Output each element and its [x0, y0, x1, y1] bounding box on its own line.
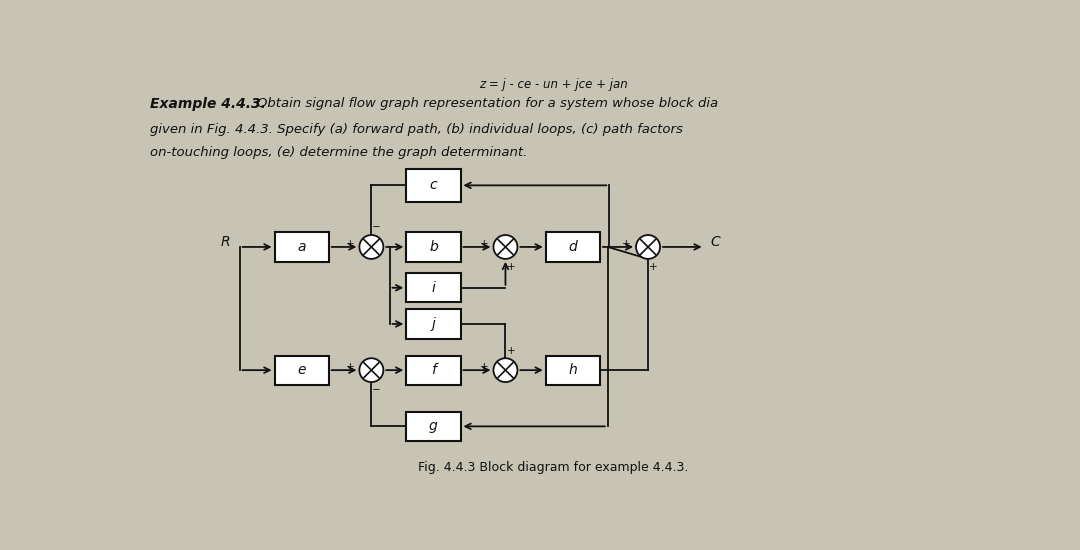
- Text: f: f: [431, 363, 436, 377]
- Text: +: +: [507, 345, 515, 355]
- Circle shape: [494, 235, 517, 259]
- Text: +: +: [480, 362, 488, 372]
- Bar: [406, 355, 460, 385]
- Text: −: −: [372, 385, 380, 395]
- Text: d: d: [568, 240, 577, 254]
- Text: e: e: [297, 363, 306, 377]
- Bar: [545, 232, 600, 262]
- Text: j: j: [431, 317, 435, 331]
- Bar: [545, 355, 600, 385]
- Circle shape: [360, 358, 383, 382]
- Text: Obtain signal flow graph representation for a system whose block dia: Obtain signal flow graph representation …: [257, 97, 718, 110]
- Bar: [274, 232, 328, 262]
- Text: on-touching loops, (e) determine the graph determinant.: on-touching loops, (e) determine the gra…: [150, 146, 528, 159]
- Bar: [406, 169, 460, 201]
- Text: +: +: [346, 239, 354, 249]
- Circle shape: [636, 235, 660, 259]
- Text: +: +: [480, 239, 488, 249]
- Text: +: +: [622, 239, 631, 249]
- Bar: [406, 232, 460, 262]
- Bar: [406, 309, 460, 339]
- Text: c: c: [430, 178, 437, 192]
- Text: Fig. 4.4.3 Block diagram for example 4.4.3.: Fig. 4.4.3 Block diagram for example 4.4…: [418, 461, 689, 474]
- Text: Example 4.4.3.: Example 4.4.3.: [150, 97, 267, 111]
- Text: −: −: [372, 222, 380, 232]
- Bar: [406, 273, 460, 303]
- Text: given in Fig. 4.4.3. Specify (a) forward path, (b) individual loops, (c) path fa: given in Fig. 4.4.3. Specify (a) forward…: [150, 123, 684, 136]
- Text: +: +: [346, 362, 354, 372]
- Text: h: h: [568, 363, 577, 377]
- Text: i: i: [431, 280, 435, 295]
- Text: C: C: [711, 235, 720, 249]
- Text: a: a: [297, 240, 306, 254]
- Text: +: +: [649, 262, 658, 272]
- Text: R: R: [220, 235, 230, 249]
- Text: z = j - ce - un + jce + jan: z = j - ce - un + jce + jan: [480, 78, 627, 91]
- Circle shape: [360, 235, 383, 259]
- Circle shape: [494, 358, 517, 382]
- Text: b: b: [429, 240, 437, 254]
- Text: g: g: [429, 419, 437, 433]
- Bar: [406, 412, 460, 441]
- Bar: [274, 355, 328, 385]
- Text: +: +: [507, 262, 515, 272]
